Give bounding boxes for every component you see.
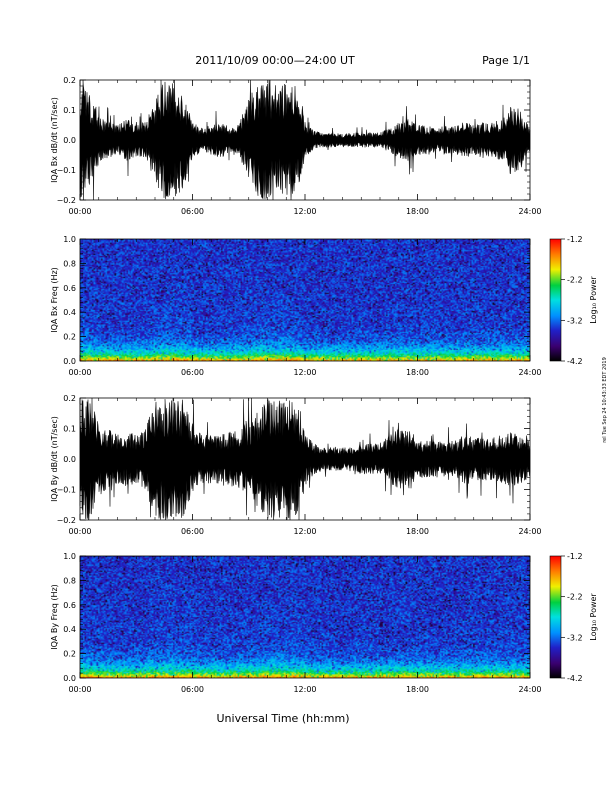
generation-stamp: rel Tue Sep 24 10:43:33 EDT 2019: [602, 357, 608, 443]
y-tick-label: 0.0: [63, 674, 76, 683]
by-waveform-x-axis: 00:00 06:00 12:00 18:00 24:00: [68, 398, 542, 536]
y-tick-label: 0.2: [63, 394, 76, 403]
y-tick-label: 0.2: [63, 650, 76, 659]
bx-colorbar-label: Log₁₀ Power: [589, 276, 598, 324]
by-waveform-y-axis: 0.2 0.1 0.0 −0.1 −0.2: [57, 394, 530, 525]
y-tick-label: 1.0: [63, 552, 76, 561]
y-tick-label: 0.1: [63, 425, 76, 434]
y-tick-label: −0.1: [57, 486, 76, 495]
colorbar-tick-label: -3.2: [567, 633, 583, 642]
y-tick-label: 0.0: [63, 136, 76, 145]
x-tick-label: 24:00: [518, 685, 541, 694]
by-colorbar-label: Log₁₀ Power: [589, 593, 598, 641]
page-indicator: Page 1/1: [482, 54, 530, 67]
by-colorbar: -1.2 -2.2 -3.2 -4.2 Log₁₀ Power: [549, 552, 598, 683]
bx-spectrogram-x-axis: 00:00 06:00 12:00 18:00 24:00: [68, 239, 542, 377]
colorbar-tick-label: -3.2: [567, 316, 583, 325]
y-tick-label: 0.4: [63, 308, 76, 317]
bx-waveform-panel: 0.2 0.1 0.0 −0.1 −0.2 00:00 06:00 12:00 18:00 24…: [50, 76, 542, 216]
x-tick-label: 24:00: [518, 207, 541, 216]
y-tick-label: 0.6: [63, 601, 76, 610]
x-tick-label: 12:00: [293, 207, 316, 216]
x-tick-label: 00:00: [68, 207, 91, 216]
bx-spectrogram-panel: 1.0 0.8 0.6 0.4 0.2 0.0 00:00 06:00 12:00 18:00 2…: [50, 235, 598, 377]
y-tick-label: 0.2: [63, 76, 76, 85]
by-waveform-ylabel: IQA By dB/dt (nT/sec): [50, 416, 59, 502]
figure-title: 2011/10/09 00:00—24:00 UT: [195, 54, 355, 67]
by-waveform-panel: 0.2 0.1 0.0 −0.1 −0.2 00:00 06:00 12:00 18:00 24…: [50, 394, 542, 536]
x-tick-label: 00:00: [68, 368, 91, 377]
x-tick-label: 18:00: [406, 207, 429, 216]
colorbar-tick-label: -4.2: [567, 674, 583, 683]
bx-spectrogram-image: [80, 239, 530, 361]
y-tick-label: 0.4: [63, 625, 76, 634]
by-spectrogram-panel: 1.0 0.8 0.6 0.4 0.2 0.0 00:00 06:00 12:00 18:00 2…: [50, 552, 598, 694]
y-tick-label: −0.1: [57, 166, 76, 175]
x-tick-label: 00:00: [68, 685, 91, 694]
x-tick-label: 18:00: [406, 527, 429, 536]
x-tick-label: 12:00: [293, 368, 316, 377]
y-tick-label: 0.8: [63, 576, 76, 585]
x-tick-label: 12:00: [293, 527, 316, 536]
y-tick-label: −0.2: [57, 196, 76, 205]
y-tick-label: 0.6: [63, 284, 76, 293]
x-tick-label: 06:00: [181, 527, 204, 536]
y-tick-label: 0.1: [63, 106, 76, 115]
y-tick-label: 0.0: [63, 455, 76, 464]
y-tick-label: 0.0: [63, 357, 76, 366]
colorbar-tick-label: -2.2: [567, 276, 583, 285]
bx-waveform-x-axis: 00:00 06:00 12:00 18:00 24:00: [68, 80, 542, 216]
x-axis-title: Universal Time (hh:mm): [217, 712, 350, 725]
x-tick-label: 18:00: [406, 685, 429, 694]
colorbar-tick-label: -2.2: [567, 593, 583, 602]
x-tick-label: 24:00: [518, 527, 541, 536]
by-spectrogram-ylabel: IQA By Freq (Hz): [50, 584, 59, 650]
y-tick-label: 1.0: [63, 235, 76, 244]
x-tick-label: 06:00: [181, 368, 204, 377]
x-tick-label: 18:00: [406, 368, 429, 377]
by-spectrogram-y-axis: 1.0 0.8 0.6 0.4 0.2 0.0: [63, 552, 530, 683]
x-tick-label: 00:00: [68, 527, 91, 536]
x-tick-label: 06:00: [181, 685, 204, 694]
bx-waveform-ylabel: IQA Bx dB/dt (nT/sec): [50, 97, 59, 183]
colorbar-tick-label: -1.2: [567, 552, 583, 561]
colorbar-tick-label: -4.2: [567, 357, 583, 366]
bx-waveform-y-axis: 0.2 0.1 0.0 −0.1 −0.2: [57, 76, 530, 205]
y-tick-label: 0.2: [63, 333, 76, 342]
bx-spectrogram-ylabel: IQA Bx Freq (Hz): [50, 267, 59, 333]
x-tick-label: 06:00: [181, 207, 204, 216]
bx-spectrogram-y-axis: 1.0 0.8 0.6 0.4 0.2 0.0: [63, 235, 530, 366]
y-tick-label: −0.2: [57, 516, 76, 525]
x-tick-label: 24:00: [518, 368, 541, 377]
y-tick-label: 0.8: [63, 259, 76, 268]
by-spectrogram-x-axis: 00:00 06:00 12:00 18:00 24:00: [68, 556, 542, 694]
x-tick-label: 12:00: [293, 685, 316, 694]
colorbar-tick-label: -1.2: [567, 235, 583, 244]
by-spectrogram-image: [80, 556, 530, 678]
bx-colorbar: -1.2 -2.2 -3.2 -4.2 Log₁₀ Power: [549, 235, 598, 366]
